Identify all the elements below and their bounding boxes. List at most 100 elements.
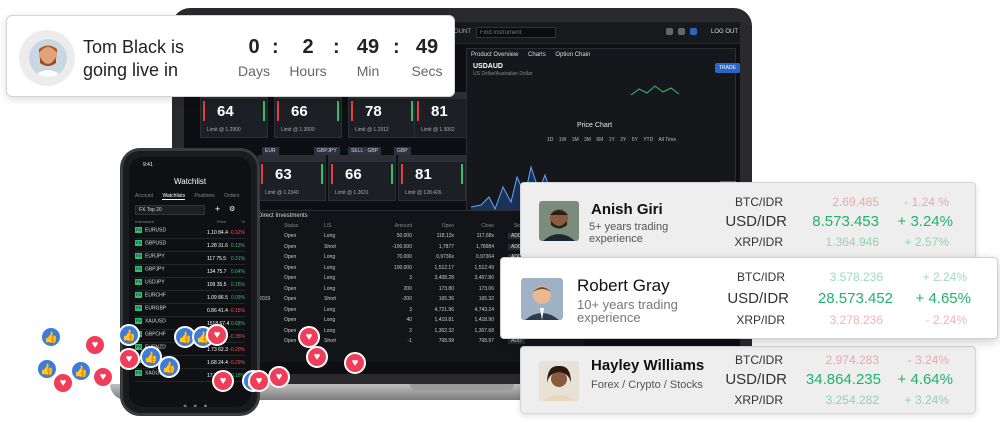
range-all-time[interactable]: All Time [658,137,677,143]
add-button[interactable]: ADD [508,338,525,344]
account-label[interactable]: OUNT [454,29,471,35]
row-label: r 2019 [256,296,271,302]
settings-icon[interactable] [666,28,673,35]
cell-amount: 200 [403,285,412,292]
instrument-price: 109 35.5 [207,282,227,288]
instrument-price: 1.10 84.4 [207,230,228,236]
logout-button[interactable]: LOG OUT [711,29,739,35]
list-item[interactable]: FX EURGBP 0.86 41.4 -0.15% [135,305,245,317]
range-6m[interactable]: 6M [596,137,604,143]
theme-icon[interactable] [678,28,685,35]
instrument-price: 117 75.5 [207,256,227,262]
countdown-hours: 2 [302,36,314,58]
trade-tile[interactable]: 81 Limit @ 128.426 [398,155,466,201]
range-3y[interactable]: 3Y [620,137,627,143]
cell-status: Open [284,317,297,323]
tab-option-chain[interactable]: Option Chain [555,52,591,58]
col-price: Price [217,219,227,224]
range-5y[interactable]: 5Y [631,137,638,143]
col-stop: Stop [513,223,524,229]
range-1m[interactable]: 1M [571,137,579,143]
tile-price: 66 [345,166,362,183]
table-row[interactable]: Open Long 50.000 118,13x 117,68x ADD [284,233,525,239]
pair-change: + 2.57% [904,235,949,249]
range-ytd[interactable]: YTD [643,137,654,143]
cell-close: 3,467.80 [474,275,494,281]
add-button[interactable]: ADD [508,233,525,239]
gear-icon[interactable]: ⚙ [229,206,236,213]
cell-status: Open [284,285,297,292]
range-1w[interactable]: 1W [558,137,567,143]
add-icon[interactable]: + [215,204,221,214]
tab-positions[interactable]: Positions [194,193,215,199]
range-1y[interactable]: 1Y [608,137,615,143]
cell-status: Open [284,275,297,281]
pair-value: 1.364.946 [825,235,879,249]
fx-badge: FX [135,305,142,311]
cell-close: 708.97 [478,338,494,344]
list-item[interactable]: FX EURJPY 117 75.5 0.31% [135,253,245,265]
instrument-change: -0.29% [229,360,245,366]
tab-product-overview[interactable]: Product Overview [471,52,519,58]
range-3m[interactable]: 3M [584,137,591,143]
tab-charts[interactable]: Charts [528,52,546,58]
tile-pair-label: GBP [394,147,411,155]
cell-status: Open [284,338,297,344]
pair-label: XRP/IDR [736,313,785,327]
heart-icon: ♥ [298,326,320,348]
countdown-days-label: Days [238,63,270,79]
trader-card[interactable]: Hayley Williams Forex / Crypto / Stocks … [520,346,976,414]
heart-icon: ♥ [268,366,290,388]
table-row[interactable]: Open Short -100.000 1,7877 1,78984 ADD [284,243,525,250]
trade-tile[interactable]: 78 Limit @ 1.2912 [348,92,416,138]
heart-icon: ♥ [212,370,234,392]
tile-pair-label: SELL · GBP [348,147,382,155]
phone-tabs: Account Watchlists Positions Orders [135,193,247,200]
list-item[interactable]: FX GBPJPY 134 75.7 0.64% [135,266,245,278]
symbol-title: USDAUD [473,63,503,70]
table-row[interactable]: Open Short -1 708.99 708.97 ADD [284,338,525,344]
pair-change: - 1.24 % [904,195,949,209]
trader-card[interactable]: Anish Giri 5+ years trading experience B… [520,182,976,258]
cell-close: 4,743.24 [474,306,494,313]
trade-button[interactable]: TRADE [715,63,740,73]
find-instrument-input[interactable] [476,27,556,38]
help-icon[interactable] [690,28,697,35]
cell-open: 3,408.28 [434,275,454,281]
list-item[interactable]: FX GBPUSD 1.28 31.6 0.13% [135,240,245,252]
trade-tile[interactable]: 63 Limit @ 1.2340 [258,155,326,201]
instrument-change: 0.13% [230,243,245,249]
tab-orders[interactable]: Orders [224,193,240,199]
trader-card-highlighted[interactable]: Robert Gray 10+ years trading experience… [500,257,998,339]
list-item[interactable]: FX USDJPY 109 35.5 0.15% [135,279,245,291]
instrument-price: 134 75.7 [207,269,227,275]
instrument-change: 0.31% [230,256,245,262]
tile-limit: Limit @ 128.426 [405,190,442,196]
tab-watchlists[interactable]: Watchlists [162,193,186,200]
cell-open: 1,302.32 [434,327,454,334]
tab-account[interactable]: Account [135,193,154,199]
pair-change: - 2.24% [925,313,967,327]
list-item[interactable]: FX EURUSD 1.10 84.4 -0.12% [135,227,245,239]
list-item[interactable]: FX EURCHF 1.09 86.5 0.09% [135,292,245,304]
trade-tile[interactable]: 66 Limit @ 1.2631 [328,155,396,201]
trade-tile[interactable]: 66 Limit @ 1.3000 [274,92,342,138]
watchlist-filter-select[interactable]: FX Top 20 [135,205,205,215]
thumbs-up-icon: 👍 [118,324,140,346]
trade-tile[interactable]: 64 Limit @ 1.2900 [200,92,268,138]
add-button[interactable]: ADD [508,243,525,250]
heart-icon: ♥ [344,352,366,374]
heart-icon: ♥ [306,346,328,368]
watchlist-title: Watchlist [174,177,207,186]
pair-label: BTC/IDR [737,270,785,284]
trader-experience: 10+ years trading experience [577,297,678,325]
range-1d[interactable]: 1D [547,137,554,143]
